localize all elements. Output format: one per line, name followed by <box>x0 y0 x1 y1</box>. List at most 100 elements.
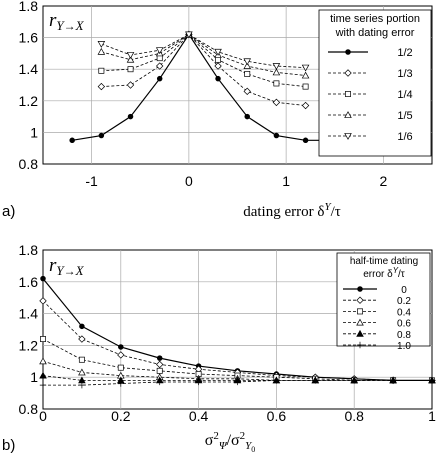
panel-a-series <box>69 30 338 144</box>
legend-marker <box>357 308 363 315</box>
data-point <box>156 378 163 386</box>
data-point <box>127 66 134 73</box>
data-point <box>78 356 85 363</box>
legend-label: 1/6 <box>397 131 412 143</box>
data-point <box>39 381 47 389</box>
legend-item: 0.2 <box>343 296 411 307</box>
panel-a-legend-title-line1: time series portion <box>330 13 420 25</box>
legend-label: 0.6 <box>397 319 411 330</box>
data-point <box>126 81 135 89</box>
data-point <box>156 355 163 361</box>
data-point <box>118 344 124 350</box>
data-point <box>97 47 106 55</box>
series-line <box>101 33 306 87</box>
series-line <box>101 33 306 76</box>
series-line <box>101 33 306 106</box>
legend-marker <box>344 111 352 118</box>
panel-b-xlabel: σ2Ψ/σ2Y0 <box>205 430 256 454</box>
data-point <box>98 67 105 74</box>
data-point <box>273 377 280 384</box>
panel-b: 0.811.21.41.61.80 0.2 0.4 0.6 0.8 1 rY→X half… <box>2 242 436 454</box>
data-point <box>156 360 164 369</box>
data-point <box>272 63 281 70</box>
data-point <box>98 132 105 139</box>
legend-label: 0 <box>401 285 407 296</box>
legend-label: 1/2 <box>397 47 412 59</box>
panel-a-xtick-label: 0 <box>185 173 193 189</box>
panel-a-ytick-label: 1.8 <box>19 0 39 14</box>
data-point <box>39 297 47 305</box>
panel-b-ytick-label: 1.6 <box>19 274 39 290</box>
legend-label: 0.8 <box>397 330 411 341</box>
series-line <box>42 300 432 381</box>
panel-a-xtick-label: -1 <box>85 173 98 189</box>
data-point <box>40 336 46 342</box>
data-point <box>69 137 75 144</box>
legend-item: 1/5 <box>328 110 413 122</box>
panel-a-label: a) <box>2 203 15 220</box>
data-point <box>78 368 86 376</box>
panel-b-xtick-label: 0 <box>39 408 47 424</box>
legend-label: 1/5 <box>397 110 412 122</box>
legend-item: 1/3 <box>328 68 413 80</box>
panel-b-xtick-label: 1 <box>428 408 436 424</box>
panel-a-series-4 <box>97 31 310 72</box>
panel-b-series-5 <box>39 377 436 389</box>
data-point <box>272 68 281 76</box>
data-point <box>243 87 251 96</box>
panel-a-series-2 <box>98 31 309 90</box>
data-point <box>79 323 85 330</box>
panel-a-xlabel: dating error δY/τ <box>243 201 341 220</box>
data-point <box>234 378 241 386</box>
panel-b-xtick-label: 0.8 <box>344 408 364 424</box>
data-point <box>97 82 106 91</box>
legend-marker <box>356 296 364 304</box>
data-point <box>302 137 309 144</box>
data-point <box>301 101 310 110</box>
data-point <box>214 48 222 56</box>
data-point <box>127 113 134 120</box>
legend-item: 1/4 <box>328 89 413 101</box>
data-point <box>39 357 47 365</box>
panel-a-ytick-label: 1.2 <box>19 93 39 109</box>
legend-item: 0.8 <box>343 330 411 341</box>
panel-a: 0.8 1 1.2 1.4 1.6 1.8 -1 0 1 2 rY→X time series p… <box>2 0 433 220</box>
data-point <box>272 98 281 107</box>
panel-a-plot-frame <box>42 5 433 165</box>
panel-a-ytick-label: 1.6 <box>19 30 39 46</box>
data-point <box>244 113 250 120</box>
panel-b-ytick-label: 1.2 <box>19 337 39 353</box>
data-point <box>39 371 47 379</box>
panel-a-tick-labels: 0.8 1 1.2 1.4 1.6 1.8 -1 0 1 2 <box>19 0 388 189</box>
data-point <box>97 41 106 48</box>
panel-b-legend-items: 00.20.40.60.81.0 <box>343 285 411 352</box>
panel-a-legend-box <box>318 9 432 157</box>
data-point <box>312 377 319 384</box>
legend-marker <box>356 318 364 326</box>
legend-marker <box>344 133 352 140</box>
panel-b-legend-title-line2: error δY/τ <box>363 266 405 280</box>
data-point <box>389 377 397 384</box>
legend-item: 0 <box>343 285 407 296</box>
legend-marker <box>345 49 351 55</box>
panel-b-tick-labels: 0.811.21.41.61.80 0.2 0.4 0.6 0.8 1 <box>19 242 436 424</box>
data-point <box>117 380 124 387</box>
panel-b-legend: half-time dating error δY/τ 00.20.40.60.… <box>336 252 431 352</box>
data-point <box>156 367 163 374</box>
legend-label: 1/4 <box>397 89 412 101</box>
panel-a-ytick-label: 1.4 <box>19 61 39 77</box>
panel-a-ylabel: rY→X <box>49 10 85 33</box>
data-point <box>78 335 86 343</box>
series-line <box>101 33 306 69</box>
data-point <box>78 381 86 389</box>
panel-a-series-1 <box>97 30 310 110</box>
panel-b-ytick-label: 1.4 <box>19 306 39 322</box>
data-point <box>215 75 221 82</box>
data-point <box>273 80 280 87</box>
legend-item: 0.4 <box>343 307 411 318</box>
legend-marker <box>357 286 363 292</box>
panel-b-xtick-label: 0.4 <box>189 408 209 424</box>
series-line <box>72 33 335 141</box>
data-point <box>117 351 125 359</box>
panel-b-plot-frame <box>42 249 433 410</box>
